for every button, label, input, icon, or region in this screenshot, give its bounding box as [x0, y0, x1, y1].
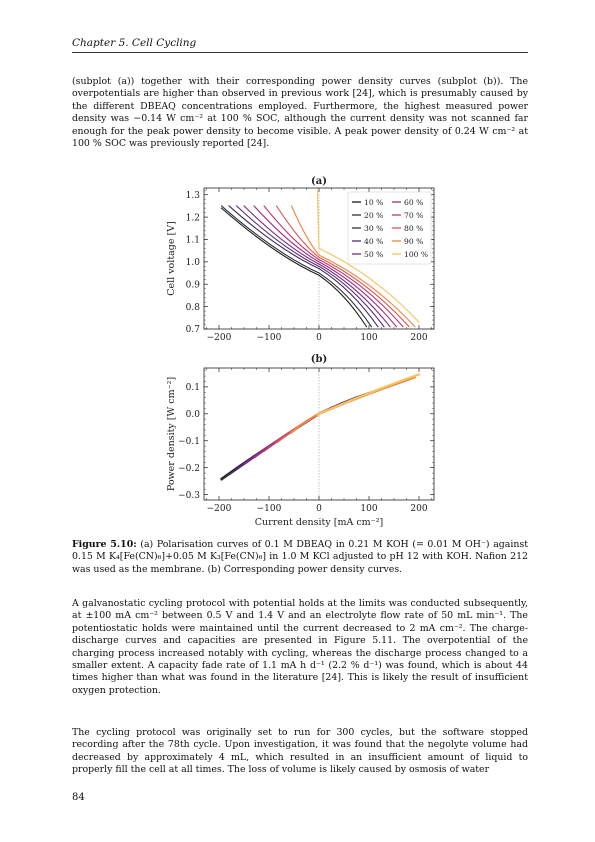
legend-entry: 70 % — [404, 211, 423, 220]
legend-box — [347, 191, 432, 265]
series-line-80-percent — [275, 205, 410, 328]
y-tick-label: −0.2 — [178, 464, 200, 474]
y-tick-label: 1.2 — [186, 213, 200, 223]
legend-entry: 100 % — [404, 250, 428, 259]
figure-caption: Figure 5.10: (a) Polarisation curves of … — [72, 539, 528, 576]
y-tick-label: 1.1 — [186, 236, 200, 246]
series-line-20-percent — [220, 391, 373, 481]
series-line-20-percent — [220, 205, 373, 328]
caption-label: Figure 5.10: — [72, 539, 137, 550]
legend-entry: 80 % — [404, 224, 423, 233]
legend-entry: 10 % — [364, 198, 383, 207]
series-line-100-percent — [316, 373, 421, 416]
x-tick-label: −100 — [257, 333, 282, 343]
series-group — [220, 189, 420, 328]
x-tick-label: −200 — [207, 504, 232, 514]
x-axis-label: Current density [mA cm⁻²] — [255, 517, 383, 528]
x-tick-label: 100 — [360, 333, 377, 343]
y-axis-label: Cell voltage [V] — [166, 221, 177, 296]
y-tick-label: 1.3 — [186, 191, 201, 201]
paragraph-protocol: The cycling protocol was originally set … — [72, 727, 528, 776]
panel-b: −200 −100 0 100 200 −0.3 −0.2 −0.1 0.0 0.1 (b) Powe… — [166, 354, 435, 528]
series-line-70-percent — [263, 205, 404, 328]
x-tick-label: −200 — [207, 333, 232, 343]
y-tick-label: −0.1 — [178, 437, 200, 447]
legend: 10 % 20 % 30 % 40 % 50 % 60 % 70 % 80 % 90 % 100 … — [347, 191, 432, 265]
y-tick-label: 0.8 — [186, 303, 201, 313]
paragraph-cycling: A galvanostatic cycling protocol with po… — [72, 598, 528, 696]
legend-entry: 50 % — [364, 250, 383, 259]
series-line-30-percent — [227, 388, 380, 476]
series-line-40-percent — [235, 386, 386, 471]
x-tick-label: 100 — [360, 504, 377, 514]
series-line-10-percent — [220, 207, 368, 328]
series-line-40-percent — [235, 205, 385, 328]
y-tick-label: −0.3 — [178, 491, 200, 501]
legend-entry: 20 % — [364, 211, 383, 220]
y-tick-label: 0.1 — [186, 383, 200, 393]
y-tick-label: 0.7 — [186, 325, 201, 335]
x-tick-label: −100 — [257, 504, 282, 514]
legend-entry: 90 % — [404, 237, 423, 246]
series-line-30-percent — [228, 205, 379, 328]
series-line-10-percent — [220, 392, 368, 480]
paragraph-intro: (subplot (a)) together with their corres… — [72, 76, 528, 150]
legend-entry: 60 % — [404, 198, 423, 207]
y-axis-label: Power density [W cm⁻²] — [166, 377, 177, 491]
series-line-100-percent — [316, 189, 420, 323]
page-number: 84 — [72, 792, 85, 803]
legend-entry: 30 % — [364, 224, 383, 233]
figure-5-10: −200 −100 0 100 200 0.7 0.8 0.9 1.0 1.1 1.2 1.3 (a) C… — [166, 176, 435, 528]
caption-text: (a) Polarisation curves of 0.1 M DBEAQ i… — [72, 539, 528, 575]
x-tick-label: 200 — [410, 333, 427, 343]
chapter-header: Chapter 5. Cell Cycling — [72, 37, 528, 53]
series-line-60-percent — [252, 382, 398, 459]
y-tick-label: 1.0 — [186, 258, 201, 268]
panel-label: (b) — [311, 354, 327, 365]
x-tick-label: 0 — [316, 333, 322, 343]
panel-a: −200 −100 0 100 200 0.7 0.8 0.9 1.0 1.1 1.2 1.3 (a) C… — [166, 176, 435, 343]
series-line-50-percent — [243, 205, 391, 328]
x-tick-label: 200 — [410, 504, 427, 514]
series-group — [220, 373, 421, 481]
series-line-80-percent — [275, 378, 411, 444]
series-line-90-percent — [290, 205, 416, 328]
legend-entry: 40 % — [364, 237, 383, 246]
panel-label: (a) — [311, 176, 327, 187]
series-line-90-percent — [290, 376, 417, 434]
x-tick-label: 0 — [316, 504, 322, 514]
series-line-50-percent — [242, 384, 392, 466]
y-tick-label: 0.9 — [186, 280, 201, 290]
y-tick-label: 0.0 — [186, 410, 201, 420]
series-line-60-percent — [253, 205, 398, 328]
series-line-70-percent — [262, 380, 405, 452]
